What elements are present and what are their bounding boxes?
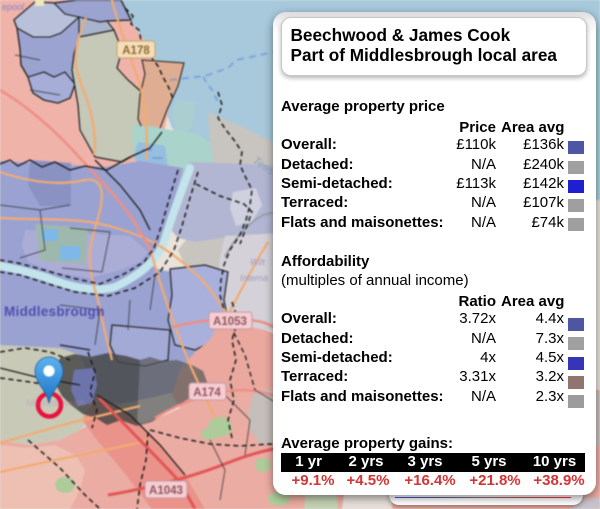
svg-text:Wilt: Wilt [250, 257, 265, 267]
svg-text:A174: A174 [193, 387, 221, 399]
svg-text:Middlesbrough: Middlesbrough [4, 304, 105, 319]
svg-text:Interna: Interna [240, 273, 268, 283]
svg-text:Middlesbrough: Middlesbrough [26, 398, 85, 408]
svg-text:A1043: A1043 [149, 485, 183, 497]
svg-text:A178: A178 [122, 45, 150, 57]
svg-text:A1053: A1053 [213, 316, 247, 328]
svg-text:epool: epool [2, 2, 25, 12]
